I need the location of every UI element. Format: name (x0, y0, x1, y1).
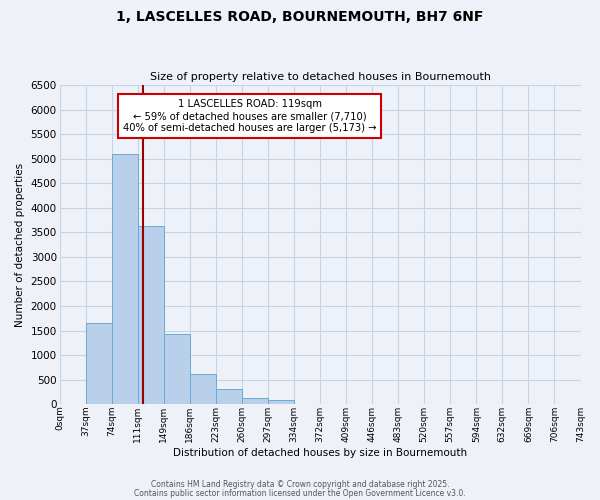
Text: Contains HM Land Registry data © Crown copyright and database right 2025.: Contains HM Land Registry data © Crown c… (151, 480, 449, 489)
Text: Contains public sector information licensed under the Open Government Licence v3: Contains public sector information licen… (134, 488, 466, 498)
Bar (112, 154, 138, 404)
Bar (86, 323, 112, 404)
Title: Size of property relative to detached houses in Bournemouth: Size of property relative to detached ho… (149, 72, 491, 82)
Bar (268, 400, 294, 404)
Y-axis label: Number of detached properties: Number of detached properties (15, 162, 25, 326)
Bar (190, 374, 216, 404)
Bar (164, 334, 190, 404)
Text: 1, LASCELLES ROAD, BOURNEMOUTH, BH7 6NF: 1, LASCELLES ROAD, BOURNEMOUTH, BH7 6NF (116, 10, 484, 24)
Text: 1 LASCELLES ROAD: 119sqm
← 59% of detached houses are smaller (7,710)
40% of sem: 1 LASCELLES ROAD: 119sqm ← 59% of detach… (123, 100, 376, 132)
Bar (242, 398, 268, 404)
X-axis label: Distribution of detached houses by size in Bournemouth: Distribution of detached houses by size … (173, 448, 467, 458)
Bar (216, 389, 242, 404)
Bar (138, 226, 164, 404)
